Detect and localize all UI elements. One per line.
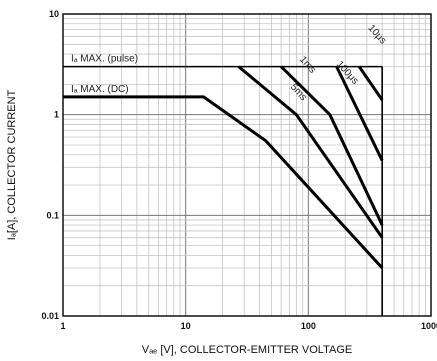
plot-frame — [62, 13, 432, 317]
pulse-limit-label: Iₐ MAX. (pulse) — [71, 54, 138, 65]
annotation-label-3: 10μs — [366, 23, 389, 47]
series-line-3 — [335, 65, 384, 162]
y-tick-label: 10 — [49, 9, 59, 19]
x-axis-title: Vₐₑ [V], COLLECTOR-EMITTER VOLTAGE — [142, 344, 353, 356]
x-tick-label: 1 — [60, 321, 65, 331]
annotation-label-2: 100μs — [334, 59, 361, 87]
y-tick-label: 0.1 — [46, 210, 59, 220]
y-tick-label: 0.01 — [41, 311, 59, 321]
series-line-1 — [237, 65, 384, 239]
series-line-0 — [63, 95, 384, 270]
grid-lines — [63, 14, 431, 316]
annotation-label-1: 1ms — [297, 54, 318, 75]
x-tick-label: 100 — [301, 321, 316, 331]
y-tick-label: 1 — [54, 110, 59, 120]
series-line-4 — [357, 65, 384, 101]
series-lines — [63, 65, 384, 270]
annotation-label-0: 5ms — [288, 82, 309, 103]
x-tick-label: 10 — [181, 321, 191, 331]
y-axis-title: Iₐ[A], COLLECTOR CURRENT — [6, 89, 18, 240]
dc-limit-label: Iₐ MAX. (DC) — [71, 84, 129, 95]
series-line-2 — [280, 65, 384, 226]
